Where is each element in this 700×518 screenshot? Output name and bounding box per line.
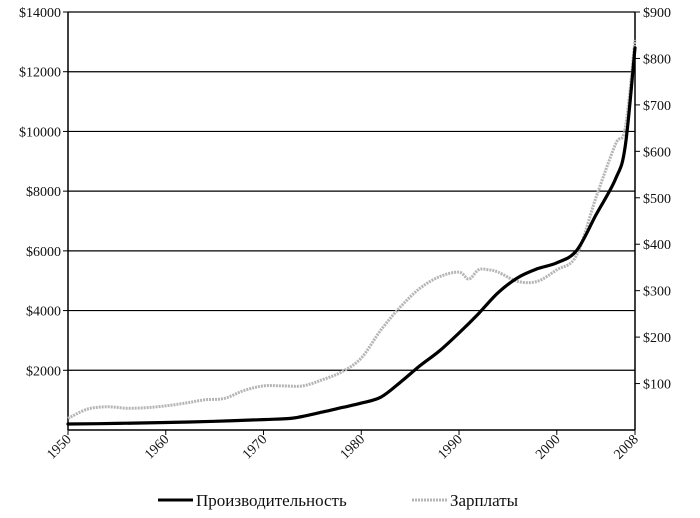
left-tick-label: $4000 xyxy=(26,305,61,320)
legend-label-wages: Зарплаты xyxy=(450,491,519,510)
left-tick-label: $12000 xyxy=(19,66,61,81)
left-tick-label: $10000 xyxy=(19,125,61,140)
x-tick-label: 1960 xyxy=(142,432,172,462)
series-lines xyxy=(66,39,637,426)
right-tick-label: $800 xyxy=(643,52,671,67)
series-line-productivity xyxy=(66,46,637,426)
x-tick-label: 1970 xyxy=(240,432,270,462)
x-tick-label: 2008 xyxy=(611,432,641,462)
legend: Производительность Зарплаты xyxy=(158,491,519,510)
left-tick-label: $2000 xyxy=(26,364,61,379)
right-tick-label: $100 xyxy=(643,378,671,393)
x-tick-label: 1950 xyxy=(44,432,74,462)
right-tick-label: $200 xyxy=(643,331,671,346)
right-tick-label: $500 xyxy=(643,192,671,207)
right-tick-label: $400 xyxy=(643,238,671,253)
right-y-axis: $100 $200 $300 $400 $500 $600 $700 $800 $900 xyxy=(634,6,671,430)
x-tick-label: 1980 xyxy=(338,432,368,462)
right-tick-label: $900 xyxy=(643,6,671,21)
right-tick-label: $600 xyxy=(643,145,671,160)
right-tick-label: $300 xyxy=(643,285,671,300)
x-tick-label: 1990 xyxy=(435,432,465,462)
x-tick-label: 2000 xyxy=(533,432,563,462)
x-axis: 1950 1960 1970 1980 1990 2000 2008 xyxy=(44,429,642,463)
left-tick-label: $8000 xyxy=(26,185,61,200)
legend-label-productivity: Производительность xyxy=(196,491,347,510)
left-y-axis: $2000 $4000 $6000 $8000 $10000 $12000 $14000 xyxy=(19,6,69,430)
gridlines xyxy=(68,11,635,371)
right-tick-label: $700 xyxy=(643,99,671,114)
left-tick-label: $14000 xyxy=(19,6,61,21)
left-tick-label: $6000 xyxy=(26,245,61,260)
series-line-wages xyxy=(67,39,637,420)
